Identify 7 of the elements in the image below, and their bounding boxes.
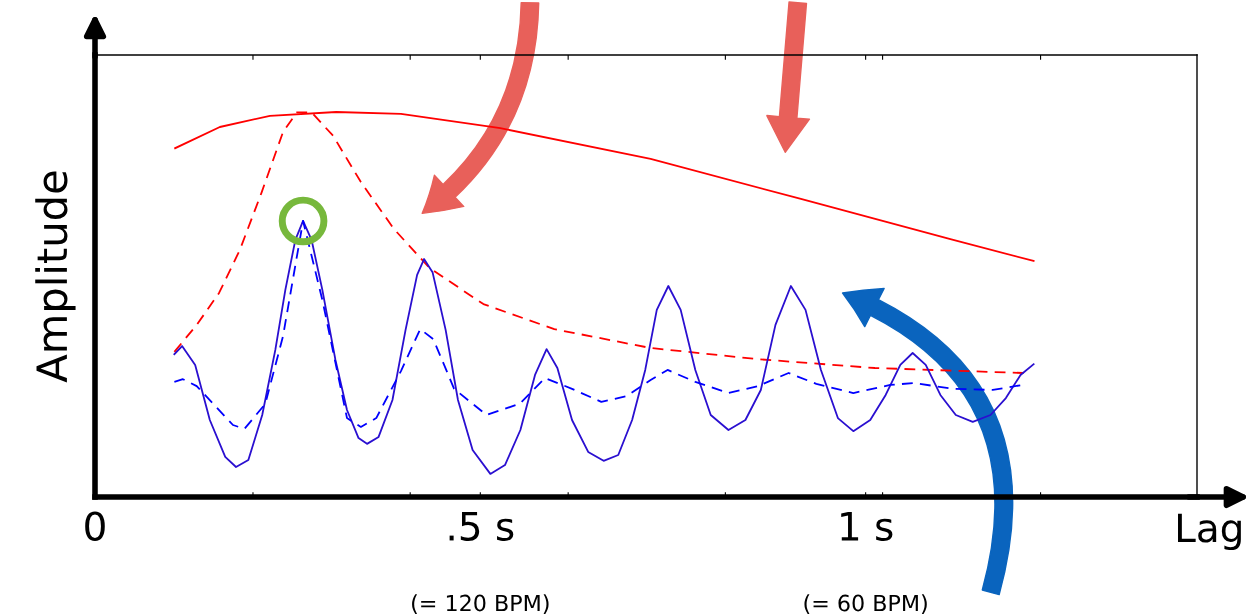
x-tick-label: 0 — [85, 511, 105, 541]
x-axis-title: Lag — [1178, 513, 1241, 551]
x-tick-label: .5 s — [449, 512, 514, 541]
text: (= 60 BPM) — [804, 594, 927, 615]
x-tick-label: 1 s — [841, 512, 893, 541]
y-axis-title: Amplitude — [35, 171, 76, 383]
text: (= 120 BPM) — [412, 594, 549, 615]
